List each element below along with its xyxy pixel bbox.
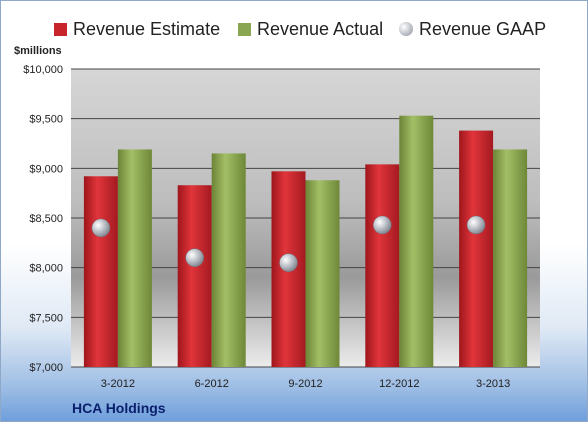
x-tick-label: 6-2012: [195, 378, 229, 390]
marker-revenue-gaap: [91, 218, 111, 238]
legend-item-gaap: Revenue GAAP: [399, 16, 546, 42]
bar-revenue-estimate: [177, 185, 212, 367]
y-tick-label: $8,000: [29, 263, 63, 275]
bar-revenue-actual: [305, 180, 340, 367]
legend-label-actual: Revenue Actual: [257, 18, 384, 39]
y-tick-label: $10,000: [23, 64, 63, 76]
company-name: HCA Holdings: [72, 400, 166, 416]
bar-revenue-actual: [399, 115, 434, 367]
x-tick-label: 12-2012: [379, 378, 419, 390]
x-tick-label: 3-2013: [476, 378, 510, 390]
marker-revenue-gaap: [279, 253, 298, 272]
bar-revenue-estimate: [365, 164, 400, 367]
legend-swatch-estimate: [54, 22, 67, 36]
y-axis-unit-label: $millions: [14, 45, 62, 57]
legend-item-actual: Revenue Actual: [238, 16, 383, 42]
legend-swatch-actual: [238, 22, 251, 36]
legend-marker-gaap: [399, 22, 413, 36]
marker-revenue-gaap: [373, 215, 392, 235]
marker-revenue-gaap: [185, 248, 204, 267]
bar-revenue-estimate: [459, 130, 494, 367]
marker-revenue-gaap: [466, 215, 486, 235]
bar-revenue-actual: [211, 153, 246, 367]
y-tick-label: $7,000: [29, 362, 63, 374]
y-tick-label: $9,000: [29, 163, 63, 175]
bar-revenue-actual: [117, 149, 152, 367]
legend-label-gaap: Revenue GAAP: [419, 18, 547, 39]
legend-item-estimate: Revenue Estimate: [54, 16, 220, 42]
legend-label-estimate: Revenue Estimate: [73, 18, 221, 39]
y-tick-label: $8,500: [29, 213, 63, 225]
x-tick-label: 3-2012: [101, 378, 135, 390]
x-tick-label: 9-2012: [288, 378, 322, 390]
bar-revenue-estimate: [83, 176, 118, 367]
bar-revenue-actual: [493, 149, 528, 367]
y-tick-label: $9,500: [29, 114, 63, 126]
y-tick-label: $7,500: [29, 312, 63, 324]
